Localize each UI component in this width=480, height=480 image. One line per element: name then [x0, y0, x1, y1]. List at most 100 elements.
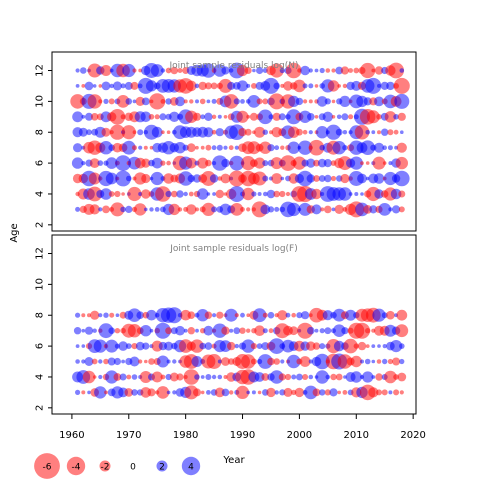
- residual-bubble: [327, 80, 340, 92]
- residual-bubble: [217, 114, 222, 119]
- residual-bubble: [365, 161, 370, 165]
- residual-bubble: [211, 206, 218, 213]
- residual-bubble: [81, 344, 86, 348]
- residual-bubble: [261, 373, 270, 381]
- residual-bubble: [287, 141, 300, 154]
- residual-bubble: [75, 344, 80, 348]
- residual-bubble: [300, 65, 310, 76]
- residual-bubble: [393, 129, 399, 135]
- residual-bubble: [283, 387, 293, 397]
- residual-bubble: [256, 98, 263, 105]
- x-tick-label: 2020: [400, 430, 425, 441]
- panels: Joint sample residuals log(N)24681012Joi…: [35, 51, 417, 415]
- residual-bubble: [98, 99, 103, 104]
- residual-bubble: [229, 328, 234, 333]
- residual-bubble: [273, 190, 281, 198]
- residual-bubble: [279, 190, 286, 198]
- residual-bubble: [131, 389, 138, 396]
- residual-bubble: [313, 175, 320, 182]
- residual-bubble: [229, 155, 245, 171]
- residual-bubble: [314, 353, 330, 370]
- residual-bubble: [134, 203, 147, 216]
- residual-bubble: [371, 344, 376, 348]
- residual-bubble: [252, 68, 256, 73]
- residual-bubble: [132, 130, 137, 135]
- residual-bubble: [393, 114, 399, 120]
- residual-bubble: [360, 140, 376, 155]
- residual-bubble: [160, 374, 166, 380]
- residual-bubble: [135, 96, 145, 106]
- residual-bubble: [125, 98, 133, 105]
- residual-bubble: [337, 84, 342, 88]
- residual-bubble: [269, 370, 284, 384]
- legend-label: -2: [101, 463, 110, 473]
- y-tick-label: 6: [35, 343, 46, 349]
- residual-bubble: [125, 343, 132, 349]
- residual-bubble: [71, 157, 84, 169]
- residual-bubble: [257, 192, 262, 196]
- residual-bubble: [161, 130, 165, 134]
- residual-bubble: [333, 340, 345, 352]
- residual-bubble: [176, 190, 184, 198]
- residual-bubble: [244, 128, 252, 136]
- residual-bubble: [335, 66, 344, 75]
- residual-bubble: [109, 312, 115, 318]
- residual-bubble: [386, 310, 395, 320]
- residual-bubble: [258, 109, 273, 125]
- residual-bubble: [99, 141, 113, 155]
- y-axis-label: Age: [9, 223, 20, 242]
- residual-bubble: [140, 325, 152, 337]
- residual-bubble: [298, 110, 312, 124]
- residual-bubble: [185, 157, 197, 169]
- residual-bubble: [329, 388, 338, 397]
- residual-bubble: [75, 389, 81, 395]
- residual-bubble: [386, 81, 395, 91]
- residual-bubble: [382, 161, 387, 165]
- residual-bubble: [399, 390, 404, 395]
- residual-bubble: [319, 67, 325, 74]
- legend-item: 2: [156, 460, 168, 473]
- legend-bubble: [156, 460, 168, 472]
- residual-bubble: [384, 111, 397, 123]
- residual-bubble: [306, 341, 316, 351]
- residual-bubble: [72, 111, 83, 123]
- residual-bubble: [368, 387, 379, 398]
- legend-item: 4: [181, 456, 201, 476]
- residual-bubble: [218, 78, 233, 93]
- residual-bubble: [227, 81, 236, 90]
- residual-bubble: [94, 386, 107, 399]
- residual-bubble: [118, 341, 128, 351]
- residual-bubble: [262, 98, 269, 105]
- residual-bubble: [353, 67, 360, 74]
- residual-bubble: [234, 343, 239, 349]
- residual-bubble: [75, 359, 80, 364]
- residual-bubble: [151, 371, 163, 383]
- residual-bubble: [371, 130, 376, 135]
- residual-bubble: [216, 144, 223, 151]
- residual-bubble: [109, 124, 125, 140]
- residual-bubble: [236, 64, 249, 77]
- residual-bubble: [252, 171, 267, 186]
- residual-bubble: [186, 204, 197, 215]
- residual-bubble: [377, 83, 381, 88]
- residual-bubble: [250, 343, 257, 350]
- residual-bubble: [165, 98, 172, 105]
- residual-bubble: [324, 174, 332, 183]
- residual-bubble: [191, 356, 203, 367]
- y-tick-label: 10: [35, 278, 46, 291]
- residual-bubble: [103, 312, 109, 318]
- residual-bubble: [165, 67, 172, 74]
- residual-bubble: [378, 203, 392, 216]
- residual-bubble: [267, 311, 275, 319]
- residual-bubble: [85, 112, 93, 121]
- residual-bubble: [341, 327, 349, 335]
- residual-bubble: [221, 326, 230, 335]
- residual-bubble: [394, 93, 410, 109]
- residual-bubble: [93, 339, 107, 353]
- residual-bubble: [221, 66, 230, 75]
- residual-bubble: [124, 81, 133, 90]
- residual-bubble: [263, 191, 268, 197]
- residual-bubble: [377, 130, 381, 135]
- legend-item: -6: [34, 453, 60, 479]
- residual-bubble: [135, 341, 145, 351]
